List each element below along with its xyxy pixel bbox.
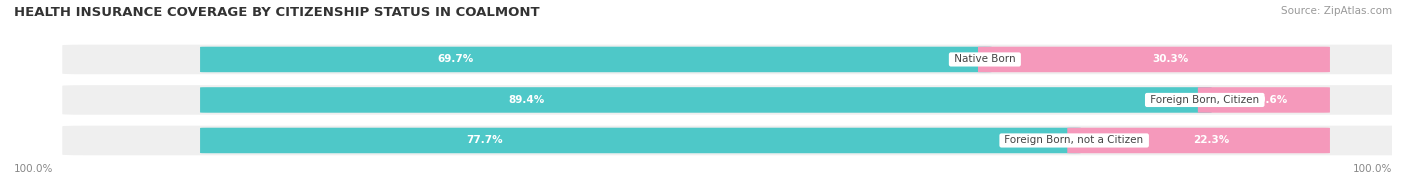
FancyBboxPatch shape [200, 128, 1081, 153]
Text: 69.7%: 69.7% [437, 54, 474, 64]
Text: 22.3%: 22.3% [1192, 135, 1229, 145]
FancyBboxPatch shape [1198, 87, 1330, 113]
Text: 100.0%: 100.0% [14, 164, 53, 174]
FancyBboxPatch shape [200, 87, 1212, 113]
FancyBboxPatch shape [62, 85, 1406, 115]
Text: 89.4%: 89.4% [508, 95, 544, 105]
Text: 100.0%: 100.0% [1353, 164, 1392, 174]
FancyBboxPatch shape [62, 45, 1406, 74]
FancyBboxPatch shape [62, 126, 1406, 155]
Text: Foreign Born, Citizen: Foreign Born, Citizen [1147, 95, 1263, 105]
Text: 10.6%: 10.6% [1251, 95, 1288, 105]
FancyBboxPatch shape [979, 47, 1330, 72]
Text: Native Born: Native Born [950, 54, 1019, 64]
Text: Source: ZipAtlas.com: Source: ZipAtlas.com [1281, 6, 1392, 16]
Text: HEALTH INSURANCE COVERAGE BY CITIZENSHIP STATUS IN COALMONT: HEALTH INSURANCE COVERAGE BY CITIZENSHIP… [14, 6, 540, 19]
Text: 77.7%: 77.7% [467, 135, 503, 145]
Text: 30.3%: 30.3% [1153, 54, 1189, 64]
Text: Foreign Born, not a Citizen: Foreign Born, not a Citizen [1001, 135, 1147, 145]
FancyBboxPatch shape [200, 47, 991, 72]
FancyBboxPatch shape [1067, 128, 1330, 153]
